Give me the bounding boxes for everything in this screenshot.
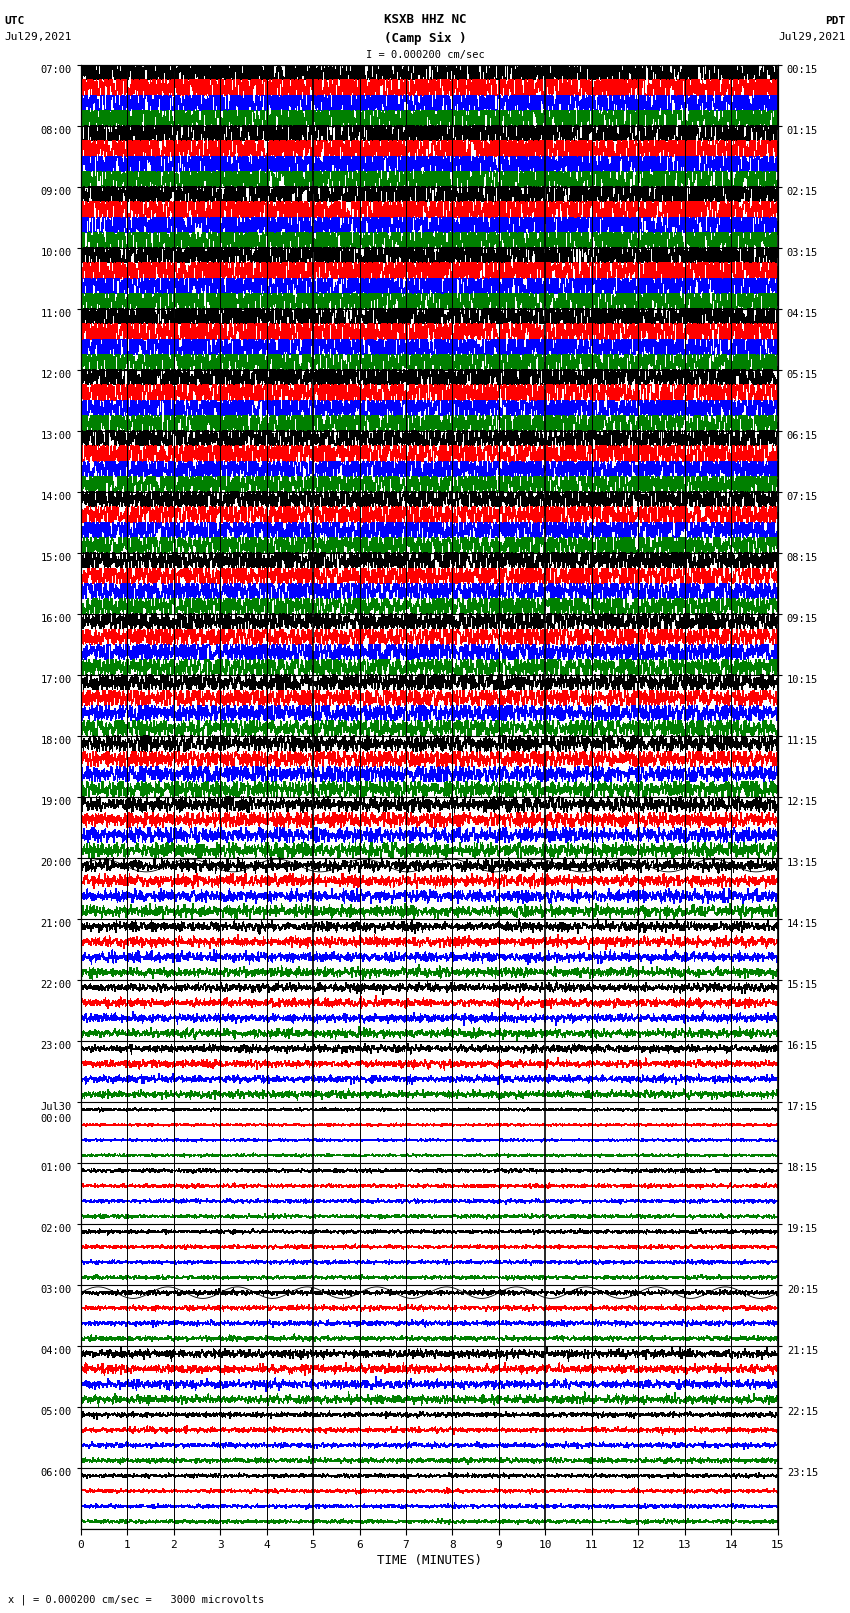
Text: PDT: PDT [825,16,846,26]
Text: I = 0.000200 cm/sec: I = 0.000200 cm/sec [366,50,484,60]
Text: (Camp Six ): (Camp Six ) [383,32,467,45]
Text: x | = 0.000200 cm/sec =   3000 microvolts: x | = 0.000200 cm/sec = 3000 microvolts [8,1594,264,1605]
X-axis label: TIME (MINUTES): TIME (MINUTES) [377,1553,482,1566]
Text: UTC: UTC [4,16,25,26]
Text: Jul29,2021: Jul29,2021 [779,32,846,42]
Text: KSXB HHZ NC: KSXB HHZ NC [383,13,467,26]
Text: Jul29,2021: Jul29,2021 [4,32,71,42]
